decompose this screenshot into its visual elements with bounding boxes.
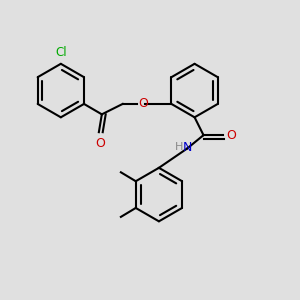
Text: N: N — [182, 140, 192, 154]
Text: Cl: Cl — [55, 46, 67, 59]
Text: O: O — [226, 129, 236, 142]
Text: H: H — [175, 142, 184, 152]
Text: O: O — [138, 98, 148, 110]
Text: O: O — [95, 136, 105, 150]
